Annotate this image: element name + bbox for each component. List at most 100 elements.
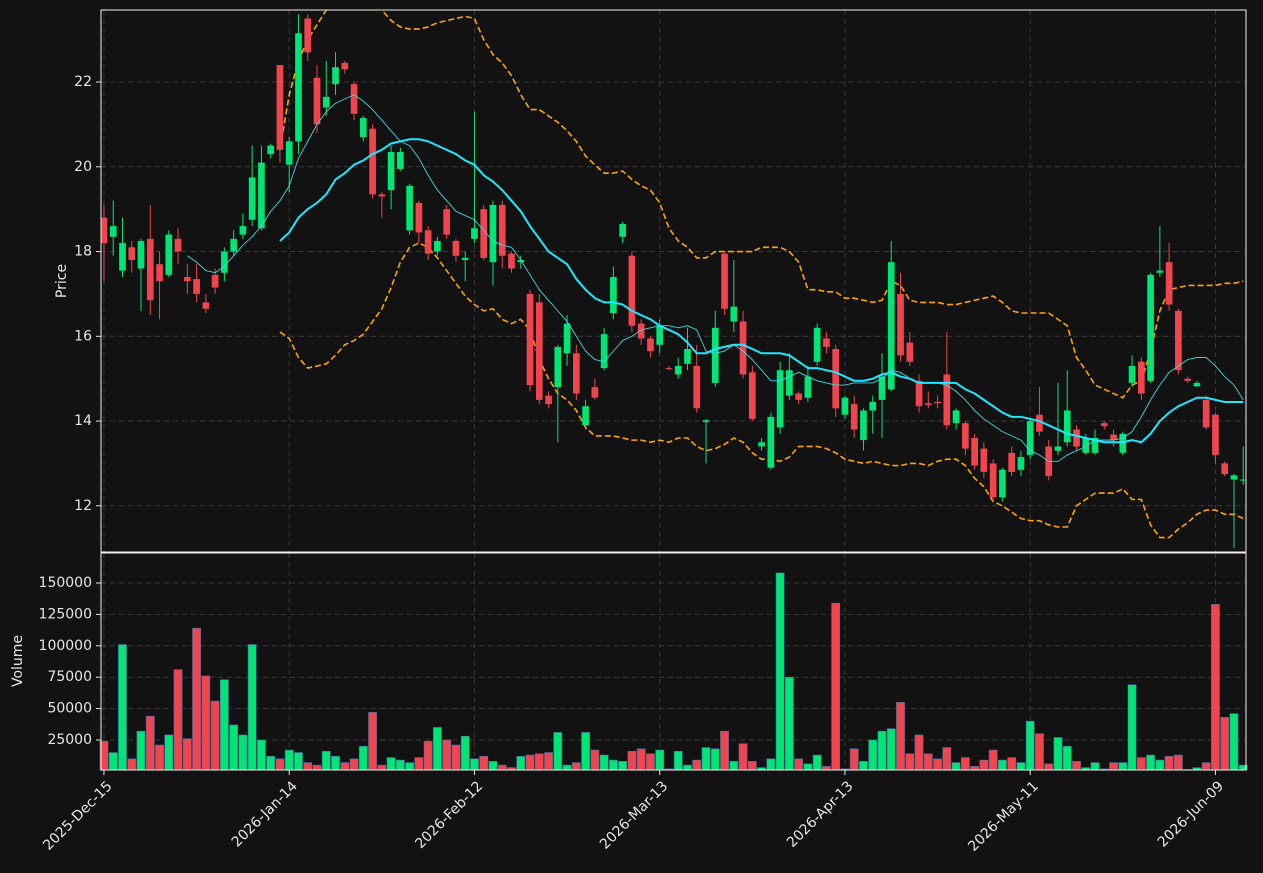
candle-body — [1026, 421, 1034, 455]
candle-body — [999, 469, 1006, 498]
volume-bar — [127, 758, 137, 771]
candle-body — [258, 162, 265, 229]
volume-bar — [201, 675, 211, 771]
candle-body — [582, 406, 589, 426]
candle-body — [202, 302, 210, 309]
volume-bar — [534, 753, 544, 771]
volume-bar — [618, 761, 628, 771]
volume-bar — [701, 747, 711, 771]
volume-bar — [988, 749, 998, 771]
y-tick-label: 18 — [74, 244, 92, 260]
candle-body — [1073, 429, 1080, 447]
candle-body — [962, 423, 969, 449]
candle-body — [443, 209, 451, 235]
volume-tick-label: 50000 — [47, 701, 92, 717]
candle-body — [304, 18, 312, 53]
candle-body — [656, 325, 664, 345]
volume-bar — [933, 758, 942, 771]
candle-body — [878, 376, 886, 400]
candle-body — [1175, 310, 1182, 371]
candle-body — [1128, 365, 1136, 383]
candle-body — [832, 349, 840, 409]
candle-body — [924, 403, 932, 405]
volume-bar — [831, 602, 841, 771]
candle-body — [1008, 452, 1015, 472]
candle-body — [1239, 479, 1247, 481]
volume-bar — [145, 715, 155, 771]
candle-body — [397, 151, 404, 169]
candle-body — [545, 395, 552, 405]
candle-body — [989, 463, 997, 498]
candle-body — [119, 243, 126, 271]
volume-bar — [192, 627, 201, 771]
volume-bar — [312, 764, 322, 771]
volume-bar — [914, 734, 924, 771]
volume-tick-label: 75000 — [47, 669, 92, 685]
volume-bar — [229, 724, 239, 771]
candle-body — [971, 438, 978, 466]
volume-bar — [1109, 762, 1118, 771]
volume-bar — [896, 702, 905, 771]
candle-body — [980, 448, 988, 472]
volume-bar — [275, 758, 285, 771]
candle-body — [461, 257, 469, 261]
volume-bar — [479, 756, 489, 771]
candle-body — [508, 253, 515, 269]
volume-bar — [822, 766, 831, 771]
candle-body — [943, 374, 951, 426]
candle-body — [332, 67, 339, 85]
candle-body — [276, 65, 284, 150]
volume-bar — [692, 759, 702, 771]
candle-body — [776, 370, 784, 428]
candle-body — [1054, 446, 1062, 451]
y-tick-label: 22 — [74, 74, 92, 90]
volume-bar — [627, 750, 637, 771]
candle-body — [823, 338, 830, 347]
candle-body — [711, 327, 719, 383]
candle-body — [563, 323, 571, 354]
volume-bar — [1201, 762, 1211, 771]
volume-bar — [1164, 756, 1174, 771]
candle-body — [387, 151, 395, 191]
candle-body — [1193, 382, 1201, 387]
volume-bar — [164, 734, 174, 771]
volume-tick-label: 150000 — [39, 575, 92, 591]
candle-body — [248, 177, 256, 220]
volume-bar — [877, 730, 887, 771]
volume-bar — [729, 761, 739, 771]
line-layer — [187, 94, 1244, 462]
volume-frame — [100, 552, 1247, 771]
candle-body — [1100, 423, 1108, 427]
volume-bar — [905, 753, 915, 771]
volume-bar — [970, 766, 979, 771]
volume-bar — [433, 727, 442, 771]
volume-bar — [571, 762, 581, 771]
y-tick-label: 20 — [74, 159, 92, 175]
candle-body — [239, 226, 247, 235]
candle-body — [637, 323, 645, 339]
candle-body — [600, 334, 608, 369]
volume-bar — [173, 669, 183, 771]
volume-bar — [849, 748, 859, 771]
candle-body — [786, 370, 793, 396]
candle-body — [934, 401, 941, 404]
candle-body — [702, 420, 710, 422]
candle-body — [517, 260, 525, 263]
candle-body — [573, 353, 580, 394]
candle-body — [1221, 463, 1229, 475]
y-tick-label: 14 — [74, 413, 92, 429]
volume-bar — [108, 752, 118, 771]
candle-body — [591, 387, 599, 398]
candle-body — [285, 141, 293, 165]
volume-bar — [1155, 759, 1165, 771]
volume-bar — [859, 761, 868, 771]
volume-bar — [775, 572, 785, 771]
candle-body — [156, 264, 163, 282]
candle-body — [841, 397, 849, 415]
candle-body — [415, 202, 423, 233]
candle-body — [471, 228, 478, 239]
candle-body — [628, 255, 636, 326]
mark-layer — [99, 14, 1248, 771]
